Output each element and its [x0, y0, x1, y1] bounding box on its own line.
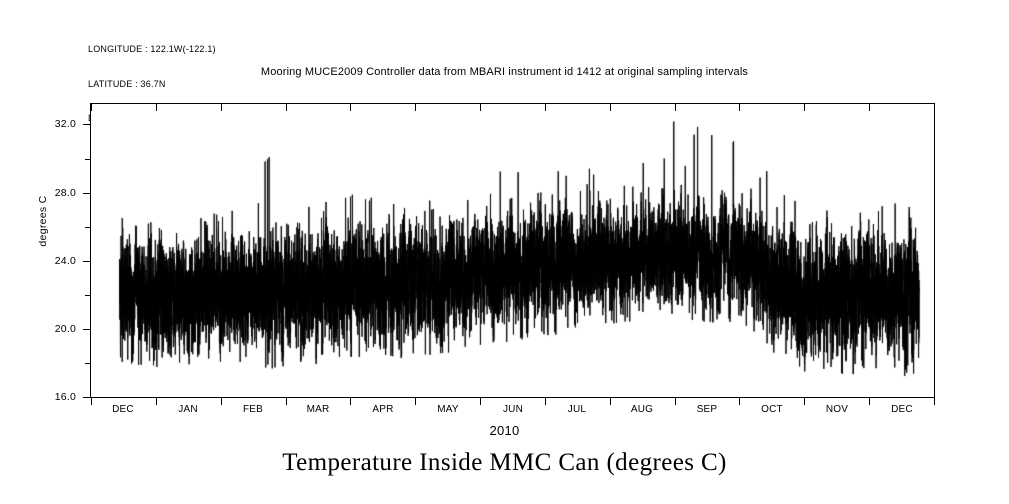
y-tick-major [83, 193, 91, 194]
x-tick-label: AUG [630, 404, 654, 415]
x-tick-top [415, 104, 416, 111]
x-tick-bottom [610, 398, 611, 405]
x-tick-label: DEC [891, 404, 913, 415]
x-tick-bottom [739, 398, 740, 405]
x-tick-label: APR [372, 404, 394, 415]
x-tick-label: JUL [567, 404, 587, 415]
y-tick-minor [85, 159, 91, 160]
metadata-longitude: LONGITUDE : 122.1W(-122.1) [88, 44, 216, 54]
x-tick-bottom [221, 398, 222, 405]
x-tick-top [610, 104, 611, 111]
x-tick-bottom [545, 398, 546, 405]
y-tick-major [83, 397, 91, 398]
x-tick-label: DEC [112, 404, 134, 415]
x-tick-label: FEB [242, 404, 264, 415]
x-tick-top [675, 104, 676, 111]
metadata-latitude: LATITUDE : 36.7N [88, 78, 166, 89]
timeseries-trace [91, 104, 934, 397]
chart-subtitle: Mooring MUCE2009 Controller data from MB… [260, 66, 749, 78]
page-title: Temperature Inside MMC Can (degrees C) [282, 449, 727, 476]
y-tick-label: 20.0 [54, 323, 76, 335]
x-tick-bottom [350, 398, 351, 405]
y-tick-major [83, 124, 91, 125]
x-tick-bottom [934, 398, 935, 405]
x-tick-label: OCT [761, 404, 783, 415]
y-tick-major [83, 261, 91, 262]
x-tick-label: NOV [825, 404, 849, 415]
x-tick-top [221, 104, 222, 111]
x-tick-top [545, 104, 546, 111]
y-tick-label: 16.0 [54, 391, 76, 403]
x-tick-label: JUN [502, 404, 524, 415]
y-tick-minor [85, 227, 91, 228]
x-tick-bottom [91, 398, 92, 405]
x-tick-bottom [156, 398, 157, 405]
y-tick-minor [85, 363, 91, 364]
x-tick-bottom [675, 398, 676, 405]
y-tick-label: 32.0 [54, 118, 76, 130]
x-tick-label: MAR [306, 404, 330, 415]
x-tick-bottom [869, 398, 870, 405]
x-tick-top [739, 104, 740, 111]
y-tick-major [83, 329, 91, 330]
x-tick-top [869, 104, 870, 111]
x-tick-top [350, 104, 351, 111]
x-tick-top [804, 104, 805, 111]
x-axis-label: 2010 [489, 423, 520, 438]
x-tick-label: MAY [437, 404, 459, 415]
x-tick-bottom [804, 398, 805, 405]
x-tick-label: SEP [696, 404, 718, 415]
y-tick-minor [85, 295, 91, 296]
y-tick-label: 24.0 [54, 255, 76, 267]
x-tick-top [91, 104, 92, 111]
x-tick-top [156, 104, 157, 111]
x-tick-top [480, 104, 481, 111]
x-tick-top [934, 104, 935, 111]
x-tick-top [286, 104, 287, 111]
x-tick-bottom [415, 398, 416, 405]
x-tick-bottom [286, 398, 287, 405]
y-tick-label: 28.0 [54, 187, 76, 199]
x-tick-label: JAN [178, 404, 198, 415]
x-tick-bottom [480, 398, 481, 405]
plot-area [90, 103, 935, 398]
